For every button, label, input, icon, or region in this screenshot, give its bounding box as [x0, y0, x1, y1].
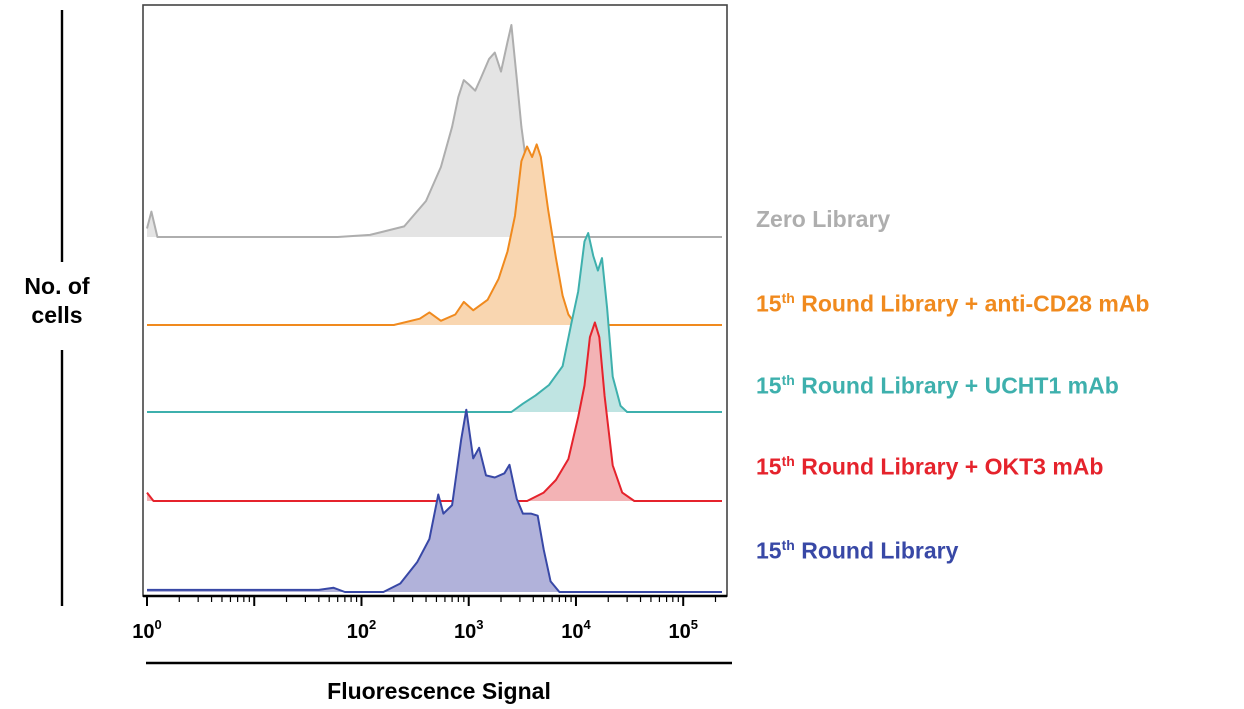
legend-prefix: 15	[756, 453, 782, 480]
legend-label: Zero Library	[756, 206, 891, 232]
x-tick-base: 10	[668, 621, 690, 643]
x-tick-exponent: 2	[369, 617, 376, 632]
series-line-4	[147, 408, 722, 593]
x-tick-exponent: 3	[476, 617, 483, 632]
series-layer	[146, 24, 722, 593]
x-axis-label: Fluorescence Signal	[327, 678, 551, 704]
x-tick-exponent: 5	[691, 617, 698, 632]
x-tick-label: 103	[454, 617, 483, 643]
legend-prefix: 15	[756, 537, 782, 564]
legend-label: Round Library + anti-CD28 mAb	[801, 290, 1150, 317]
x-ticks-layer: 100 102 103 104 105	[132, 596, 717, 643]
x-tick-base: 10	[132, 621, 154, 643]
series-line-1	[147, 143, 722, 326]
x-tick-base: 10	[454, 621, 476, 643]
y-axis-label-text: No. of cells	[24, 273, 90, 328]
x-tick-exponent: 4	[583, 617, 591, 632]
legend-prefix: 15	[756, 372, 782, 399]
x-tick-label: 105	[668, 617, 697, 643]
series-line-2	[147, 232, 722, 413]
legend-15th-round: 15th Round Library	[756, 537, 958, 565]
series-area-4	[147, 409, 722, 592]
x-tick-base: 10	[347, 621, 369, 643]
legend-sup: th	[781, 290, 795, 306]
series-area-0	[147, 25, 722, 237]
legend-label: Round Library + UCHT1 mAb	[801, 372, 1119, 399]
x-tick-base: 10	[561, 621, 583, 643]
legend-sup: th	[781, 453, 795, 469]
x-tick-label: 104	[561, 617, 591, 643]
series-area-2	[147, 233, 722, 412]
x-tick-label: 100	[132, 617, 161, 643]
y-axis-label: No. of cells	[12, 272, 102, 330]
legend-zero-library: Zero Library	[756, 206, 890, 233]
legend-label: Round Library + OKT3 mAb	[801, 453, 1104, 480]
legend-okt3: 15th Round Library + OKT3 mAb	[756, 453, 1103, 481]
series-area-3	[147, 322, 722, 501]
legend-prefix: 15	[756, 290, 782, 317]
series-line-3	[146, 321, 722, 502]
legend-ucht1: 15th Round Library + UCHT1 mAb	[756, 372, 1119, 400]
series-line-0	[146, 24, 722, 238]
legend-sup: th	[781, 372, 795, 388]
legend-label: Round Library	[801, 537, 959, 564]
x-tick-label: 102	[347, 617, 376, 643]
legend-sup: th	[781, 537, 795, 553]
x-tick-exponent: 0	[155, 617, 162, 632]
legend-anti-cd28: 15th Round Library + anti-CD28 mAb	[756, 290, 1149, 318]
